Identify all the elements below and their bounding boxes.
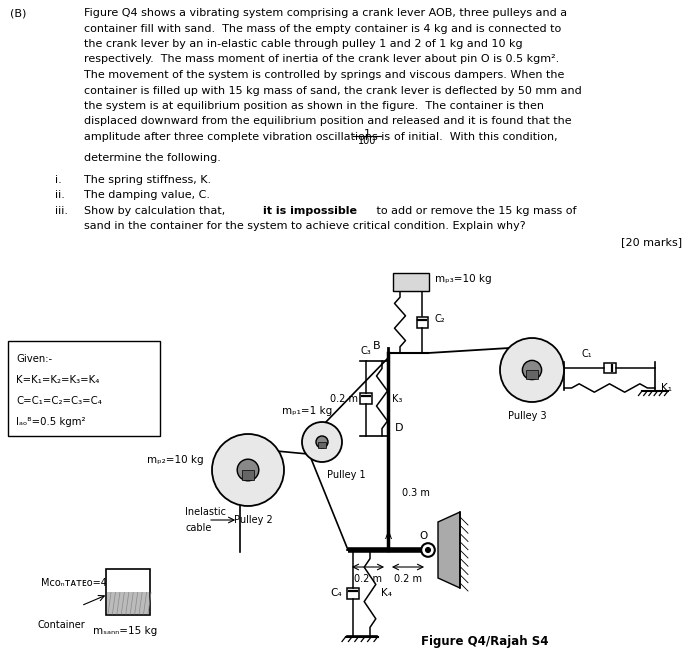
Text: amplitude after three complete vibration oscillations is: amplitude after three complete vibration…: [84, 132, 390, 142]
Text: The damping value, C.: The damping value, C.: [84, 190, 210, 200]
Text: mₚ₁=1 kg: mₚ₁=1 kg: [282, 406, 332, 416]
Text: Given:-: Given:-: [16, 354, 52, 364]
Bar: [603, 363, 615, 373]
Text: Mᴄᴏₙᴛᴀᴛᴇᴏ=4 kg: Mᴄᴏₙᴛᴀᴛᴇᴏ=4 kg: [41, 578, 122, 588]
Circle shape: [302, 422, 342, 462]
Text: container is filled up with 15 kg mass of sand, the crank lever is deflected by : container is filled up with 15 kg mass o…: [84, 86, 582, 95]
Text: mₚ₃=10 kg: mₚ₃=10 kg: [435, 274, 491, 284]
Text: Pulley 3: Pulley 3: [508, 411, 546, 421]
Text: D: D: [395, 423, 403, 433]
Circle shape: [421, 544, 435, 557]
Text: K₂: K₂: [395, 274, 405, 284]
Text: 0.2 m: 0.2 m: [394, 574, 422, 584]
Text: A: A: [384, 531, 391, 541]
Text: C₄: C₄: [330, 588, 342, 598]
Bar: [8, 341, 160, 436]
Text: Pulley 1: Pulley 1: [327, 470, 365, 480]
Text: 0.2 m: 0.2 m: [354, 574, 382, 584]
Text: Figure Q4/Rajah S4: Figure Q4/Rajah S4: [421, 635, 549, 648]
Text: Iₐₒᴮ=0.5 kgm²: Iₐₒᴮ=0.5 kgm²: [16, 417, 85, 427]
Text: B: B: [372, 341, 380, 351]
Circle shape: [316, 436, 328, 448]
Text: 0.2 m: 0.2 m: [330, 393, 358, 403]
Text: mₛₐₙₙ=15 kg: mₛₐₙₙ=15 kg: [93, 626, 157, 636]
Text: Container: Container: [38, 620, 85, 630]
Circle shape: [212, 434, 284, 506]
Text: it is impossible: it is impossible: [263, 205, 357, 216]
Text: the crank lever by an in-elastic cable through pulley 1 and 2 of 1 kg and 10 kg: the crank lever by an in-elastic cable t…: [84, 39, 523, 49]
Text: The movement of the system is controlled by springs and viscous dampers. When th: The movement of the system is controlled…: [84, 70, 564, 80]
Text: 0.3 m: 0.3 m: [402, 488, 430, 498]
Text: container fill with sand.  The mass of the empty container is 4 kg and is connec: container fill with sand. The mass of th…: [84, 24, 561, 34]
Text: determine the following.: determine the following.: [84, 153, 221, 163]
Bar: [360, 393, 372, 404]
Circle shape: [522, 361, 542, 380]
Text: C₁: C₁: [582, 349, 592, 359]
Text: (B): (B): [10, 8, 27, 18]
Circle shape: [426, 547, 430, 553]
Text: The spring stiffness, K.: The spring stiffness, K.: [84, 174, 211, 185]
Text: O: O: [419, 531, 427, 541]
Bar: [106, 569, 150, 615]
Text: C₂: C₂: [435, 315, 446, 324]
Text: K=K₁=K₂=K₃=K₄: K=K₁=K₂=K₃=K₄: [16, 375, 99, 385]
Text: C₃: C₃: [360, 346, 372, 356]
Bar: [416, 316, 428, 328]
Text: Show by calculation that,: Show by calculation that,: [84, 205, 232, 216]
Text: C=C₁=C₂=C₃=C₄: C=C₁=C₂=C₃=C₄: [16, 396, 102, 406]
Text: to add or remove the 15 kg mass of: to add or remove the 15 kg mass of: [373, 205, 577, 216]
Text: iii.: iii.: [55, 205, 68, 216]
Text: ii.: ii.: [55, 190, 65, 200]
Bar: [526, 370, 538, 379]
Text: Figure Q4 shows a vibrating system comprising a crank lever AOB, three pulleys a: Figure Q4 shows a vibrating system compr…: [84, 8, 567, 18]
Text: Inelastic: Inelastic: [185, 507, 226, 517]
Text: 100: 100: [358, 136, 376, 147]
Text: i.: i.: [55, 174, 62, 185]
Text: cable: cable: [185, 523, 211, 533]
Text: the system is at equilibrium position as shown in the figure.  The container is : the system is at equilibrium position as…: [84, 101, 544, 111]
Text: K₃: K₃: [392, 393, 402, 403]
Text: [20 marks]: [20 marks]: [621, 237, 682, 247]
Bar: [318, 442, 326, 447]
Bar: [107, 592, 149, 614]
Polygon shape: [438, 512, 460, 588]
Text: of initial.  With this condition,: of initial. With this condition,: [387, 132, 558, 142]
Text: 1: 1: [363, 129, 370, 139]
Text: mₚ₂=10 kg: mₚ₂=10 kg: [147, 455, 204, 465]
Bar: [393, 273, 429, 291]
Circle shape: [500, 338, 564, 402]
Bar: [347, 588, 359, 599]
Circle shape: [237, 459, 259, 481]
Text: K₄: K₄: [381, 588, 392, 598]
Text: respectively.  The mass moment of inertia of the crank lever about pin O is 0.5 : respectively. The mass moment of inertia…: [84, 55, 559, 64]
Bar: [241, 470, 255, 480]
Text: K₁: K₁: [661, 383, 672, 393]
Text: displaced downward from the equilibrium position and released and it is found th: displaced downward from the equilibrium …: [84, 116, 572, 126]
Text: sand in the container for the system to achieve critical condition. Explain why?: sand in the container for the system to …: [84, 221, 526, 231]
Text: Pulley 2: Pulley 2: [234, 515, 272, 525]
